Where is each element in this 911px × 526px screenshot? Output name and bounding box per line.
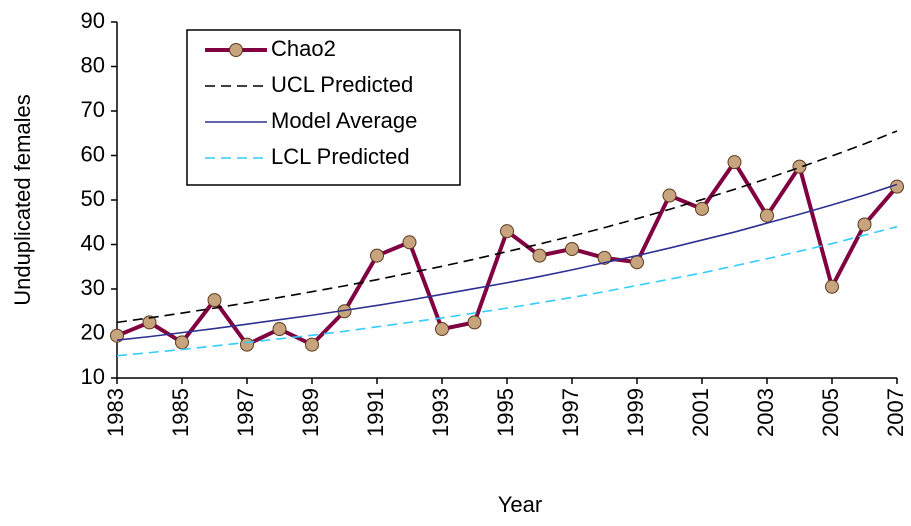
x-tick-label: 2005 bbox=[818, 388, 843, 437]
data-point bbox=[402, 235, 417, 250]
x-axis-label: Year bbox=[498, 492, 542, 517]
x-tick-label: 1983 bbox=[103, 388, 128, 437]
data-point bbox=[532, 248, 547, 263]
data-point bbox=[207, 293, 222, 308]
x-tick-label: 2001 bbox=[688, 388, 713, 437]
data-point bbox=[825, 279, 839, 294]
y-tick-label: 30 bbox=[81, 275, 105, 300]
y-tick-label: 90 bbox=[81, 8, 105, 33]
legend-label: Chao2 bbox=[271, 36, 336, 61]
data-point bbox=[695, 201, 709, 216]
data-point bbox=[110, 328, 124, 343]
data-point bbox=[857, 217, 872, 232]
data-point bbox=[142, 315, 157, 330]
data-point bbox=[467, 315, 482, 330]
data-point bbox=[565, 241, 579, 256]
data-point bbox=[760, 208, 774, 223]
data-point bbox=[662, 188, 677, 203]
x-tick-label: 1987 bbox=[233, 388, 258, 437]
legend-label: Model Average bbox=[271, 108, 417, 133]
data-point bbox=[175, 335, 189, 350]
series-line bbox=[116, 183, 898, 341]
legend-marker bbox=[229, 43, 243, 57]
x-tick-label: 1989 bbox=[298, 388, 323, 437]
y-tick-label: 60 bbox=[81, 141, 105, 166]
y-tick-label: 70 bbox=[81, 97, 105, 122]
legend-label: UCL Predicted bbox=[271, 72, 413, 97]
data-point bbox=[597, 250, 612, 265]
y-tick-label: 40 bbox=[81, 230, 105, 255]
legend-label: LCL Predicted bbox=[271, 144, 410, 169]
data-point bbox=[792, 159, 807, 174]
y-tick-label: 10 bbox=[81, 364, 105, 389]
series-line bbox=[116, 158, 899, 348]
data-point bbox=[630, 255, 644, 270]
data-point bbox=[500, 224, 514, 239]
x-tick-label: 1997 bbox=[558, 388, 583, 437]
data-point bbox=[370, 248, 384, 263]
y-axis-label: Unduplicated females bbox=[10, 94, 35, 306]
y-tick-label: 80 bbox=[81, 52, 105, 77]
x-tick-label: 2003 bbox=[753, 388, 778, 437]
x-tick-label: 1985 bbox=[168, 388, 193, 437]
series-line bbox=[116, 225, 898, 357]
x-tick-label: 1991 bbox=[363, 388, 388, 437]
x-tick-label: 1993 bbox=[428, 388, 453, 437]
series-line bbox=[116, 130, 898, 324]
x-tick-label: 1999 bbox=[623, 388, 648, 437]
x-tick-label: 2007 bbox=[883, 388, 908, 437]
y-tick-label: 20 bbox=[81, 319, 105, 344]
data-point bbox=[435, 322, 449, 337]
data-point bbox=[272, 322, 287, 337]
data-point bbox=[305, 337, 319, 352]
y-tick-label: 50 bbox=[81, 186, 105, 211]
x-tick-label: 1995 bbox=[493, 388, 518, 437]
data-point bbox=[240, 337, 254, 352]
data-point bbox=[727, 155, 742, 170]
